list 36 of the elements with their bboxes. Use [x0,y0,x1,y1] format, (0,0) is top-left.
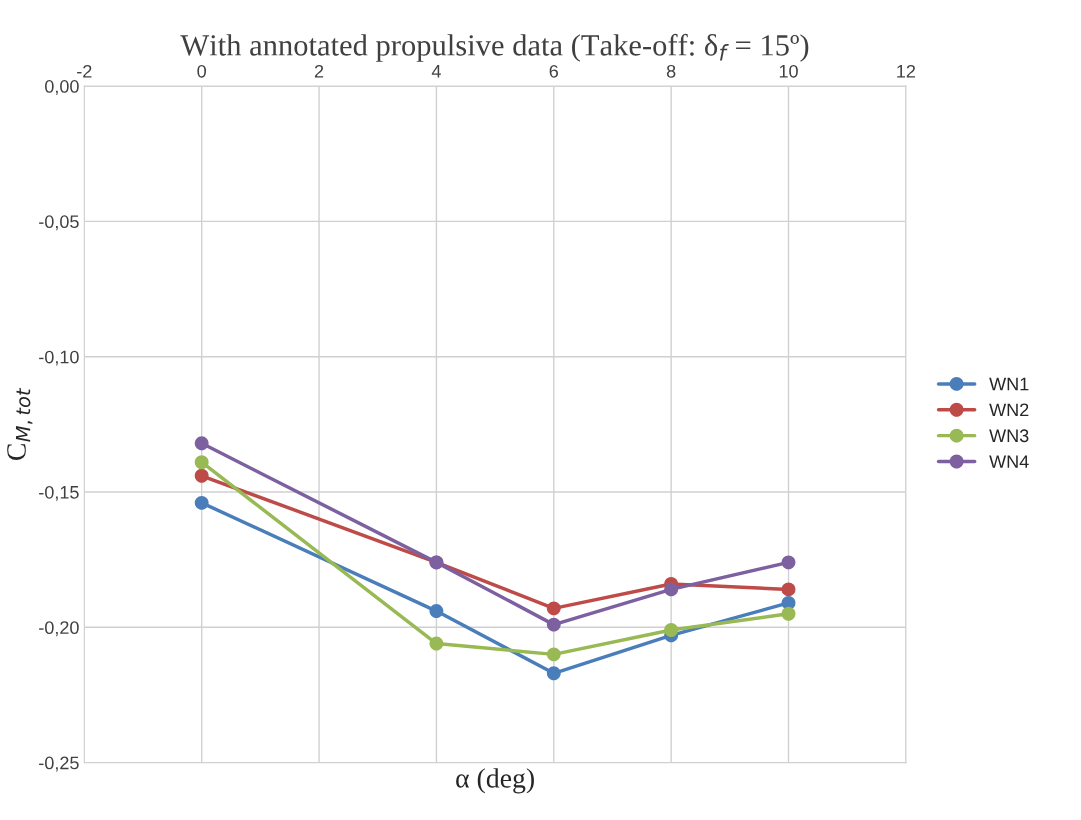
x-tick-label: 10 [779,64,798,78]
point [664,582,679,597]
point [664,623,679,637]
legend-label: WN1 [989,377,1029,391]
x-tick-label: 8 [666,64,676,78]
y-tick-label: 0,00 [45,80,79,95]
y-tick-label: -0,20 [39,621,79,637]
x-tick-label: 0 [197,64,206,78]
legend-label: WN3 [989,429,1029,443]
point [429,636,444,651]
point [194,468,209,483]
point [194,495,209,510]
point [781,555,796,570]
legend-label: WN2 [989,403,1029,417]
y-tick-label: -0,25 [39,756,79,772]
x-tick-label: 6 [549,64,559,78]
legend-label: WN4 [989,455,1029,468]
x-tick-label: 4 [431,65,441,78]
point [546,647,561,662]
x-axis-title: α (deg) [456,768,534,794]
x-tick-label: 12 [897,64,916,78]
chart-title: With annotated propulsive data (Take-off: δ$_{f}$ = 15º) [180,33,809,62]
x-tick-label: 2 [314,64,324,78]
y-tick-label: -0,10 [39,350,79,366]
x-tick-label: -2 [77,64,92,78]
point [194,455,209,470]
point [546,666,561,681]
point [781,582,796,597]
y-axis-title: C$_{M,tot}$ [7,387,33,461]
y-tick-label: -0,05 [39,215,79,231]
point [546,601,561,616]
point [546,617,561,632]
point [194,436,209,451]
y-tick-label: -0,15 [39,485,79,501]
point [781,606,796,621]
point [429,604,444,619]
